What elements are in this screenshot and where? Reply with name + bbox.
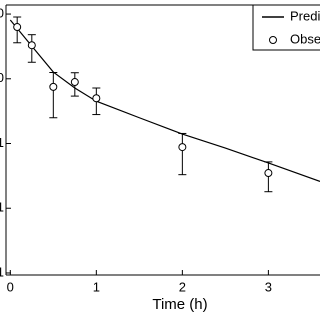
legend-swatch [269, 36, 277, 44]
observed-point [70, 78, 79, 87]
x-tick-label: 1 [93, 279, 100, 294]
observed-point [264, 169, 273, 178]
legend-label: Obse [290, 31, 320, 46]
observed-point [92, 94, 101, 103]
observed-point [27, 41, 36, 50]
observed-point [49, 82, 58, 91]
y-tick-label: 0 [0, 70, 4, 85]
y-tick-label: 1 [0, 135, 4, 150]
x-tick-label: 2 [179, 279, 186, 294]
x-axis-label: Time (h) [152, 296, 207, 313]
y-tick-label: 0 [0, 5, 4, 20]
x-tick-label: 3 [265, 279, 272, 294]
prediction-line [9, 19, 320, 182]
observed-point [178, 143, 187, 152]
observed-point [13, 23, 22, 32]
error-bar [49, 72, 58, 119]
y-tick-label: 1 [0, 200, 4, 215]
y-tick-label: 1 [0, 264, 4, 279]
legend-label: Predic [290, 8, 320, 23]
x-tick-label: 0 [7, 279, 14, 294]
legend-box [252, 4, 320, 51]
error-bar [178, 132, 187, 176]
